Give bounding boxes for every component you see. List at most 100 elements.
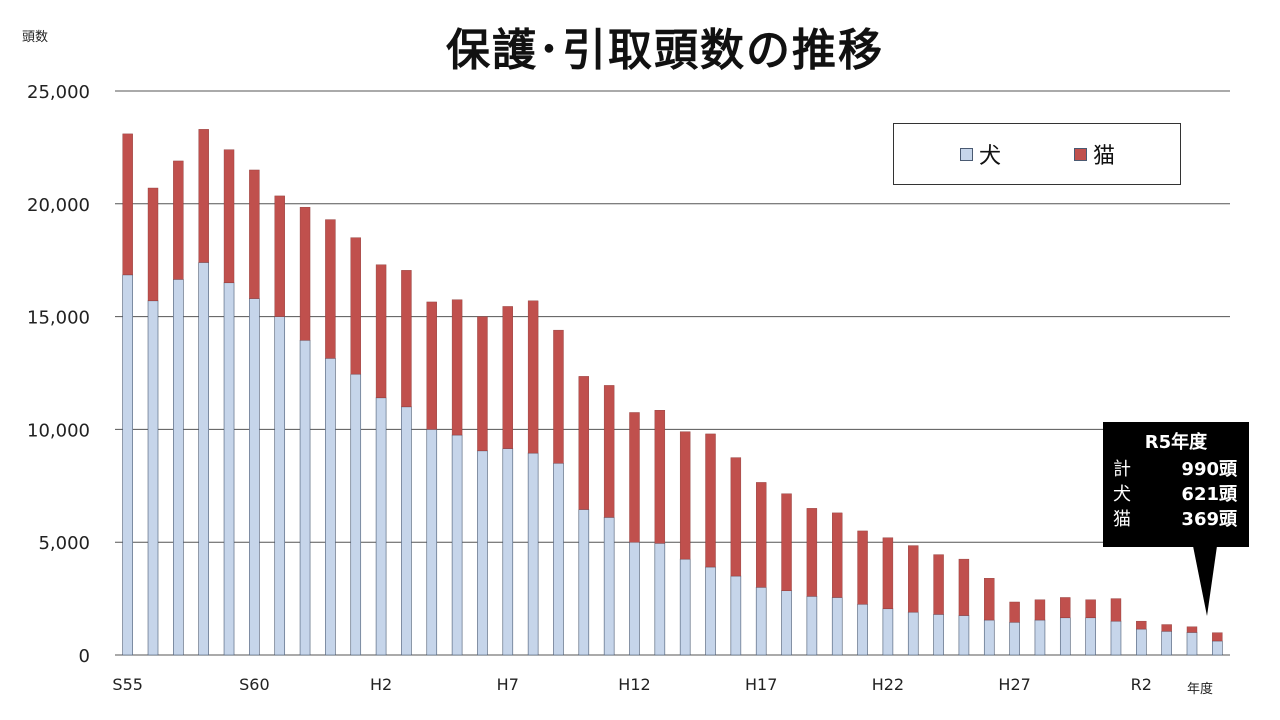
bar-cat — [1161, 624, 1172, 632]
bar-dog — [527, 452, 539, 656]
bar-dog — [1212, 640, 1223, 656]
callout-value-dog: 621頭 — [1181, 484, 1237, 505]
bar-dog — [907, 611, 919, 656]
bar-cat — [350, 237, 361, 375]
bar-dog — [933, 614, 944, 656]
callout-value-cat: 369頭 — [1181, 509, 1237, 530]
bar-dog — [831, 597, 843, 656]
callout-row-cat: 猫 369頭 — [1113, 505, 1239, 530]
x-tick-label: H2 — [370, 675, 392, 694]
bar-dog — [274, 316, 286, 656]
bar-dog — [578, 509, 590, 656]
bar-cat — [629, 412, 640, 543]
bar-dog — [477, 450, 488, 656]
bar-dog — [679, 558, 691, 656]
bar-dog — [603, 517, 615, 656]
bar-cat — [451, 299, 463, 436]
bar-cat — [477, 316, 488, 452]
callout-row-total: 計 990頭 — [1113, 455, 1239, 480]
bar-cat — [933, 554, 944, 615]
bar-cat — [527, 300, 539, 454]
bar-dog — [198, 262, 209, 656]
bar-cat — [908, 545, 919, 613]
tick-labels: 0 5,000 10,000 15,000 20,000 25,000 S55 S60 H2 H7… — [27, 82, 1152, 694]
callout-label-dog: 犬 — [1113, 484, 1131, 505]
bar-cat — [426, 301, 437, 430]
bar-cat — [603, 385, 615, 518]
x-tick-label: H17 — [745, 675, 777, 694]
bar-cat — [1186, 626, 1198, 633]
bar-dog — [1110, 620, 1122, 656]
bar-dog — [1009, 621, 1020, 656]
chart-title: 保護･引取頭数の推移 — [446, 25, 884, 76]
bar-cat — [249, 169, 260, 299]
callout-value-total: 990頭 — [1181, 459, 1237, 480]
bar-cat — [223, 149, 235, 283]
x-axis-label: 年度 — [1187, 682, 1214, 697]
x-tick-label: H27 — [998, 675, 1030, 694]
bar-dog — [629, 541, 640, 656]
bar-cat — [984, 578, 995, 621]
y-tick-label: 20,000 — [27, 195, 90, 216]
callout-row-dog: 犬 621頭 — [1113, 480, 1239, 505]
bar-cat — [147, 187, 159, 302]
bar-cat — [274, 195, 285, 317]
y-tick-label: 25,000 — [27, 82, 90, 103]
bar-dog — [1161, 631, 1172, 656]
bar-cat — [832, 512, 843, 598]
bar-cat — [654, 410, 666, 544]
bar-dog — [958, 615, 970, 656]
bar-dog — [375, 397, 387, 656]
bar-dog — [350, 373, 362, 656]
x-tick-label: S55 — [112, 675, 143, 694]
bar-dog — [426, 429, 438, 656]
x-tick-label: R2 — [1131, 675, 1152, 694]
bar-dog — [502, 448, 514, 656]
bar-dog — [983, 619, 995, 656]
callout-label-total: 計 — [1113, 459, 1131, 480]
bar-cat — [401, 270, 412, 408]
bar-cat — [299, 206, 311, 341]
bar-dog — [147, 300, 159, 656]
bar-cat — [1060, 597, 1071, 618]
bars — [122, 129, 1223, 656]
bar-cat — [958, 558, 970, 616]
bar-dog — [730, 575, 742, 656]
bar-cat — [755, 482, 767, 588]
bar-cat — [375, 264, 387, 399]
bar-cat — [198, 129, 209, 263]
bar-dog — [325, 358, 336, 656]
legend: 犬 猫 — [893, 123, 1181, 185]
bar-dog — [654, 543, 666, 656]
bar-cat — [1034, 599, 1046, 621]
bar-dog — [122, 274, 133, 656]
bar-dog — [451, 434, 463, 656]
bar-cat — [679, 431, 691, 560]
y-tick-label: 10,000 — [27, 420, 90, 441]
bar-dog — [401, 406, 412, 656]
y-axis-label: 頭数 — [22, 30, 49, 45]
legend-swatch-dog — [960, 147, 973, 161]
bar-cat — [325, 219, 336, 359]
y-tick-label: 5,000 — [38, 533, 90, 554]
x-tick-label: H12 — [618, 675, 650, 694]
bar-dog — [755, 587, 767, 656]
latest-year-callout: R5年度 計 990頭 犬 621頭 猫 369頭 — [1103, 422, 1249, 616]
legend-item-dog: 犬 — [960, 141, 1001, 169]
legend-label-cat: 猫 — [1093, 144, 1116, 169]
bar-cat — [882, 537, 894, 609]
x-tick-label: H7 — [497, 675, 519, 694]
bar-cat — [705, 433, 716, 568]
bar-dog — [705, 566, 716, 656]
bar-dog — [249, 298, 260, 656]
bar-cat — [173, 160, 184, 280]
bar-cat — [1085, 599, 1096, 618]
bar-dog — [857, 603, 868, 656]
bar-dog — [1136, 628, 1147, 656]
bar-dog — [882, 608, 894, 656]
x-tick-label: S60 — [239, 675, 270, 694]
bar-cat — [1110, 598, 1122, 622]
bar-dog — [781, 590, 792, 656]
bar-cat — [553, 329, 564, 464]
bar-dog — [173, 279, 184, 656]
